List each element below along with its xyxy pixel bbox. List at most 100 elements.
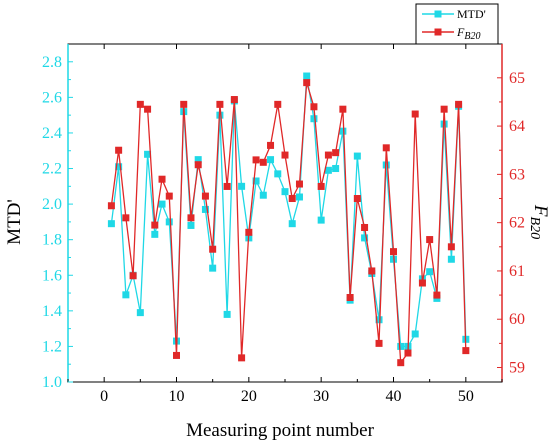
mtd-point <box>281 188 289 196</box>
mtd-point <box>158 200 166 208</box>
left-y-tick-label: 2.0 <box>42 196 62 213</box>
mtd-point <box>187 221 195 229</box>
fb20-point <box>462 347 470 355</box>
right-y-tick-label: 60 <box>509 311 525 328</box>
fb20-point <box>158 175 166 183</box>
plot-frame <box>67 43 503 383</box>
fb20-point <box>455 100 463 108</box>
fb20-point <box>194 161 202 169</box>
mtd-point <box>122 291 130 299</box>
left-y-tick-label: 1.6 <box>42 267 62 284</box>
mtd-point <box>324 166 332 174</box>
fb20-point <box>288 195 296 203</box>
mtd-point <box>151 230 159 238</box>
fb20-point <box>259 158 267 166</box>
fb20-point <box>324 151 332 159</box>
fb20-point <box>404 349 412 357</box>
fb20-point <box>295 180 303 188</box>
mtd-point <box>361 234 369 242</box>
right-axis-title: FB20 <box>527 204 550 239</box>
mtd-point <box>259 191 267 199</box>
mtd-point <box>194 156 202 164</box>
mtd-point <box>303 72 311 80</box>
fb20-point <box>397 359 405 367</box>
mtd-point <box>209 264 217 272</box>
mtd-point <box>288 220 296 228</box>
mtd-point <box>426 268 434 276</box>
left-y-tick-label: 1.4 <box>42 303 62 320</box>
x-axis-title: Measuring point number <box>186 420 375 441</box>
mtd-point <box>317 216 325 224</box>
legend-box <box>415 3 499 45</box>
fb20-point <box>368 267 376 275</box>
legend-mtd-marker <box>434 10 442 18</box>
mtd-point <box>274 170 282 178</box>
mtd-point <box>353 152 361 160</box>
legend-fb20-marker <box>434 28 442 36</box>
x-tick-label: 40 <box>386 388 402 405</box>
left-axis-title: MTD' <box>4 199 25 245</box>
fb20-point <box>209 245 217 253</box>
right-y-tick-label: 62 <box>509 215 525 232</box>
legend-mtd-label: MTD' <box>457 7 486 21</box>
right-y-tick-label: 61 <box>509 263 525 280</box>
right-y-tick-label: 65 <box>509 70 525 87</box>
mtd-point <box>411 330 419 338</box>
fb20-point <box>332 149 340 157</box>
fb20-point <box>411 110 419 118</box>
right-y-tick-label: 59 <box>509 360 525 377</box>
legend: MTD' FB20 <box>415 3 499 45</box>
x-tick-label: 50 <box>458 388 474 405</box>
mtd-point <box>201 205 209 213</box>
fb20-point <box>346 294 354 301</box>
mtd-point <box>238 182 246 190</box>
x-tick-label: 10 <box>169 388 185 405</box>
fb20-point <box>303 79 311 87</box>
mtd-point <box>136 309 144 317</box>
fb20-point <box>144 105 152 113</box>
mtd-point <box>332 165 340 173</box>
fb20-point <box>122 214 130 222</box>
fb20-point <box>274 100 282 108</box>
left-y-tick-label: 1.0 <box>42 374 62 391</box>
mtd-point <box>375 316 383 324</box>
mtd-point <box>107 220 115 228</box>
mtd-point <box>115 163 123 171</box>
mtd-point <box>295 193 303 201</box>
fb20-point <box>375 339 383 347</box>
right-y-tick-label: 63 <box>509 166 525 183</box>
fb20-point <box>390 248 397 256</box>
left-y-tick-label: 1.2 <box>42 338 62 355</box>
left-y-tick-label: 2.2 <box>42 161 62 178</box>
fb20-point <box>151 221 159 229</box>
fb20-point <box>129 272 137 280</box>
fb20-point <box>433 291 441 299</box>
fb20-point <box>201 192 209 200</box>
x-tick-label: 20 <box>241 388 257 405</box>
mtd-point <box>310 115 318 123</box>
fb20-point <box>216 100 224 108</box>
fb20-point <box>267 141 275 149</box>
fb20-point <box>223 182 231 190</box>
mtd-point <box>397 342 405 350</box>
x-tick-label: 0 <box>100 388 108 405</box>
mtd-point <box>447 255 455 263</box>
fb20-point <box>107 202 115 210</box>
fb20-point <box>447 243 455 251</box>
left-y-tick-label: 2.4 <box>42 125 62 142</box>
left-y-tick-label: 2.8 <box>42 54 62 71</box>
fb20-point <box>252 156 260 164</box>
fb20-point <box>353 195 361 203</box>
fb20-point <box>115 146 123 154</box>
fb20-point <box>173 351 180 359</box>
left-y-tick-label: 2.6 <box>42 89 62 106</box>
fb20-point <box>440 105 448 113</box>
fb20-point <box>382 144 390 152</box>
fb20-point <box>136 100 144 108</box>
fb20-series-line <box>110 82 467 365</box>
fb20-point <box>426 236 434 244</box>
fb20-point <box>238 354 246 362</box>
fb20-point <box>310 103 318 111</box>
fb20-point <box>339 105 347 113</box>
